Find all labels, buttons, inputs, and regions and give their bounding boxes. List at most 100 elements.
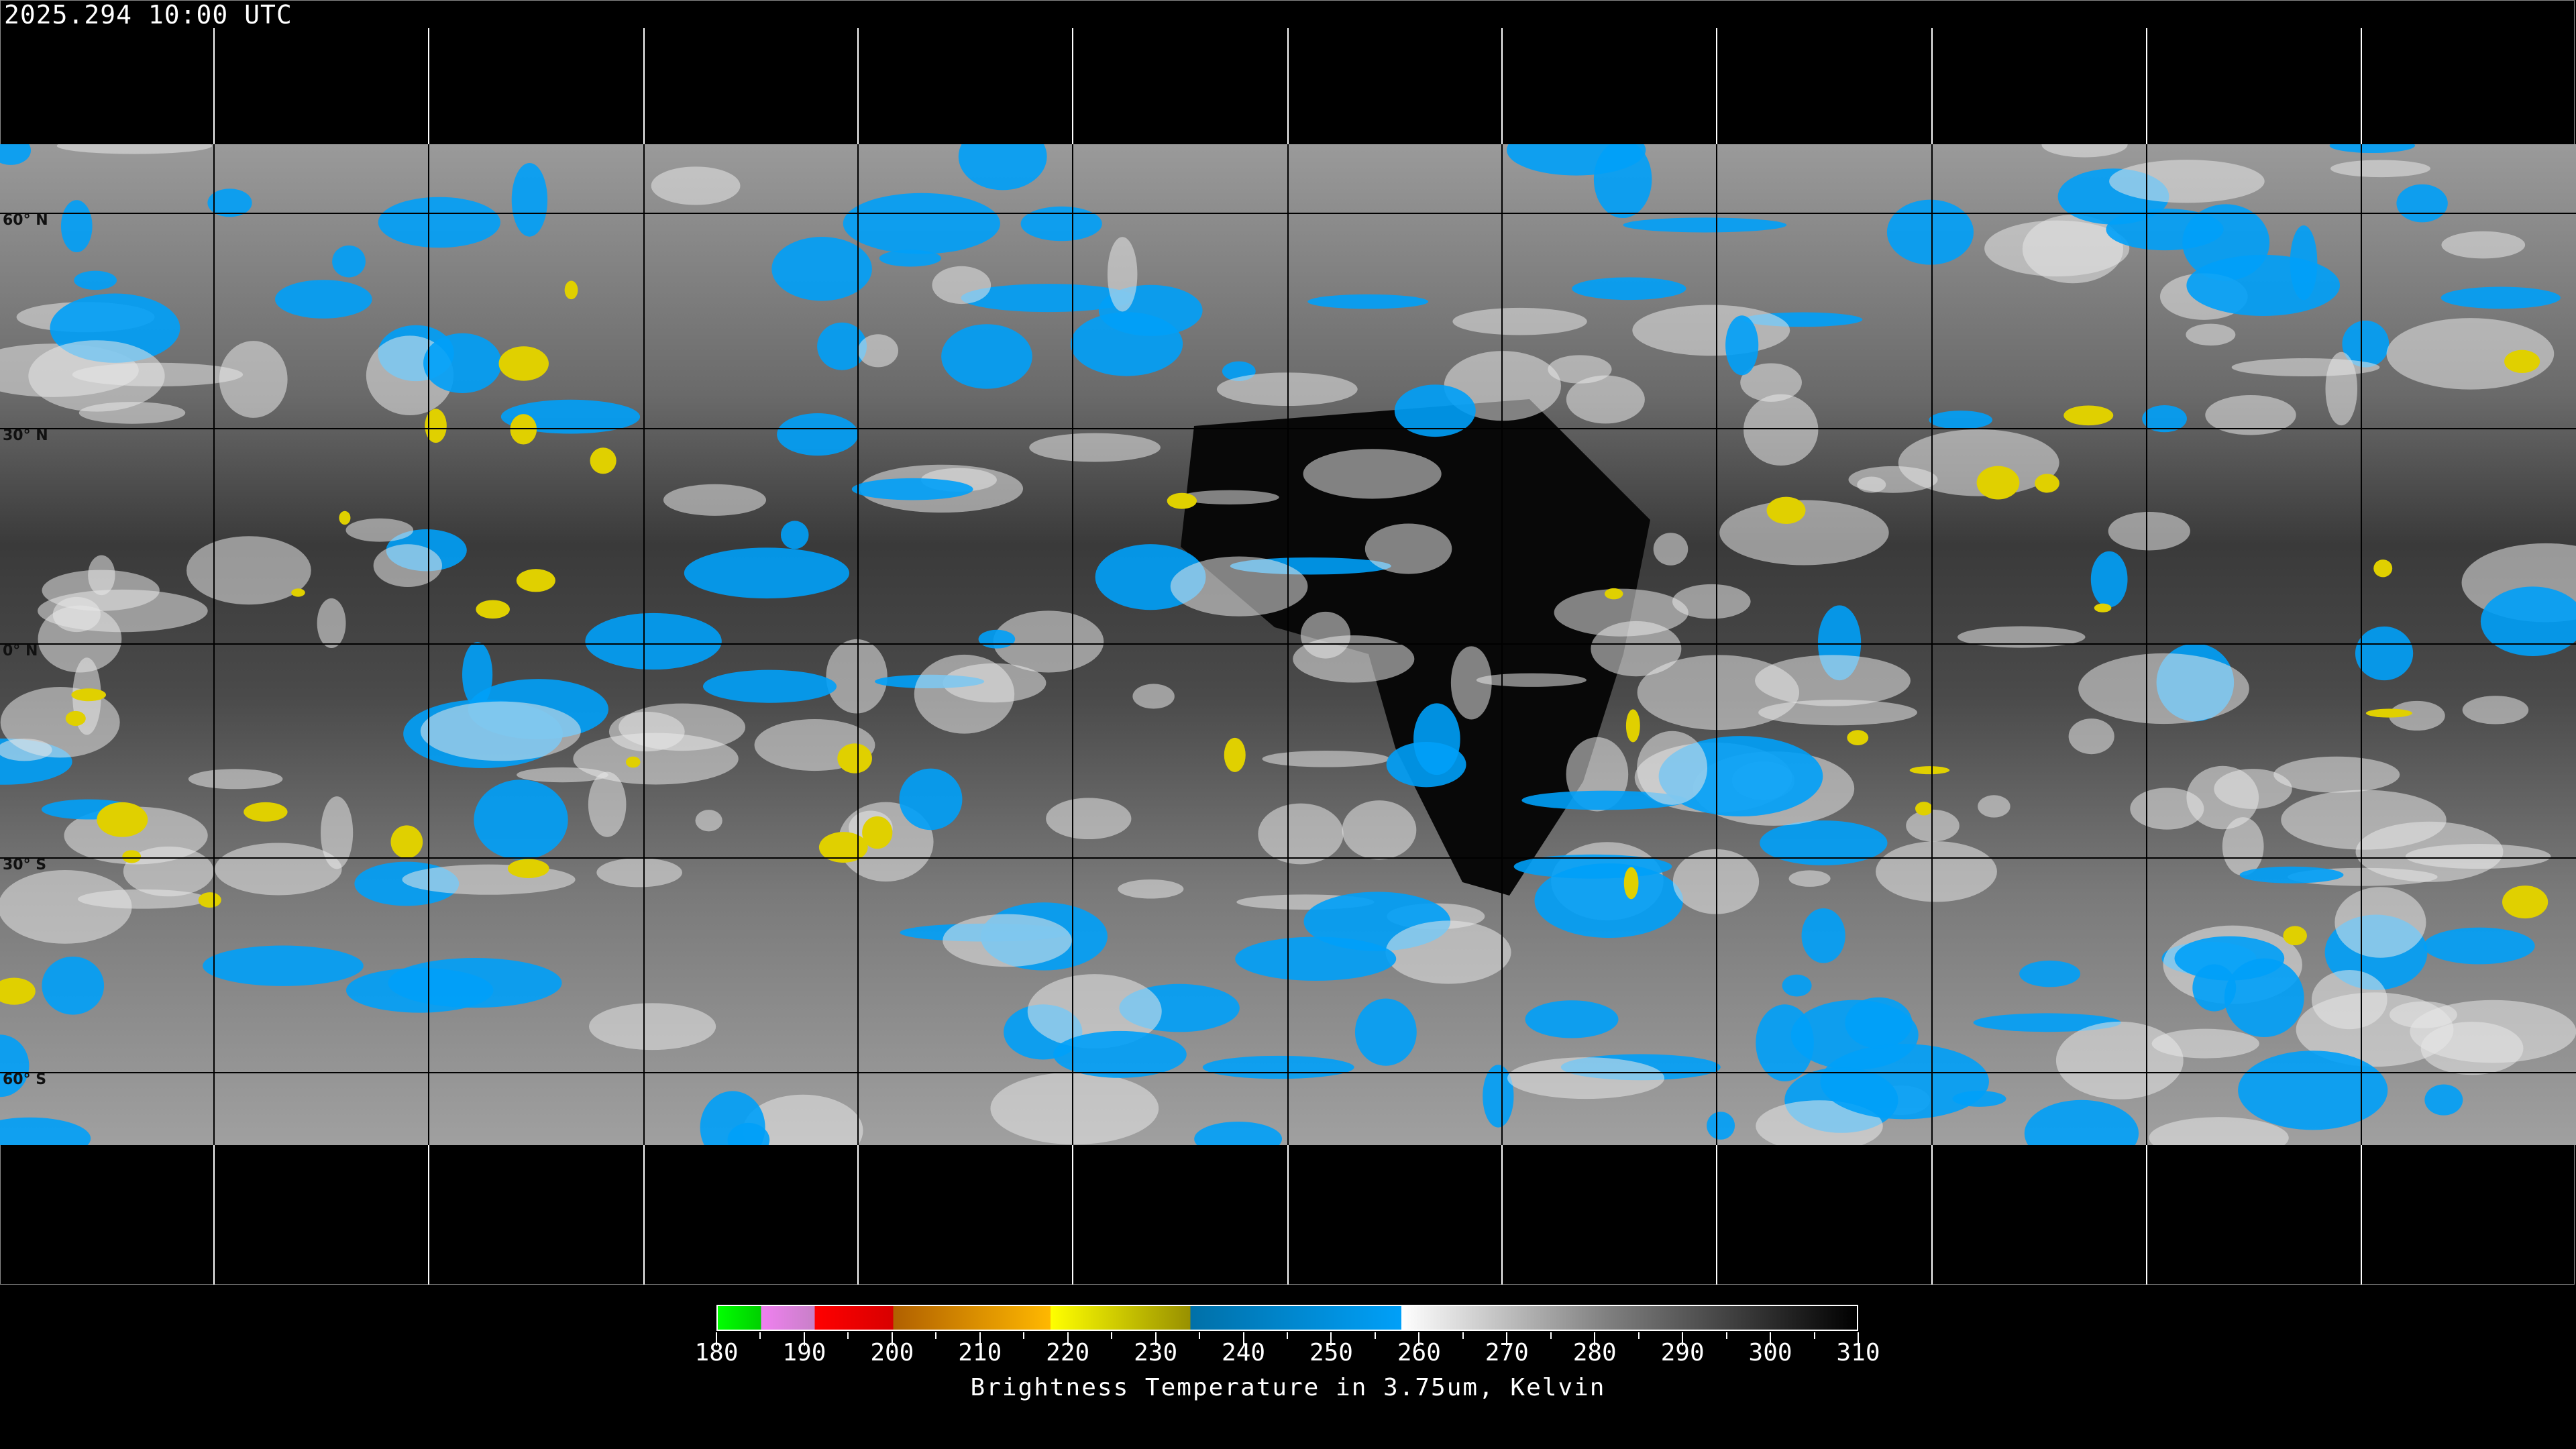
cloud-blob [663,484,767,516]
cloud-blob [851,478,973,500]
cloud-blob [2480,586,2576,656]
cloud-blob [990,1072,1159,1145]
cloud-blob [1672,584,1751,619]
deep-convection-blob [1625,709,1640,743]
colorbar-tick [1199,1332,1201,1339]
cloud-blob [1857,476,1886,493]
deep-convection-blob [2504,350,2540,374]
cloud-blob [1672,849,1760,914]
cloud-blob [1758,700,1917,726]
cloud-blob [2329,144,2416,154]
cloud-blob [1593,144,1652,219]
cloud-blob [373,544,443,587]
cloud-blob [1107,237,1138,312]
deep-convection-blob [291,588,305,597]
timestamp-label: 2025.294 10:00 UTC [4,0,292,30]
colorbar-tick [1287,1332,1288,1339]
colorbar-tick [1506,1332,1508,1346]
cloud-blob [1132,684,1175,709]
deep-convection-blob [97,802,148,837]
cloud-blob [1364,523,1452,574]
cloud-blob [2186,765,2259,830]
cloud-blob [1637,655,1800,731]
cloud-blob [2239,866,2344,883]
cloud-blob [1760,820,1888,865]
cloud-blob [1623,217,1787,233]
cloud-blob [1413,703,1460,775]
deep-convection-blob [2365,708,2412,718]
cloud-blob [2224,958,2304,1037]
cloud-blob [2109,160,2265,203]
colorbar-tick [979,1332,981,1346]
cloud-blob [274,280,372,319]
cloud-blob [1354,998,1417,1066]
colorbar-tick-label: 230 [1134,1339,1178,1366]
cloud-blob [0,144,32,165]
cloud-blob [1216,372,1358,407]
colorbar-tick [1374,1332,1376,1339]
cloud-blob [1521,790,1688,810]
cloud-blob [2389,700,2445,731]
cloud-blob [2441,231,2526,259]
deep-convection-blob [1167,492,1197,509]
deep-convection-blob [1976,466,2020,500]
cloud-blob [1707,1112,1735,1140]
colorbar-tick-label: 220 [1046,1339,1090,1366]
cloud-blob [2090,551,2128,608]
cloud-blob [1820,1044,1989,1120]
cloud-blob [56,144,212,154]
lat-label-30n: 30° N [3,427,48,444]
cloud-blob [1801,908,1845,963]
cloud-blob [186,536,311,605]
cloud-blob [1262,751,1390,767]
cloud-blob [771,237,872,301]
deep-convection-blob [0,977,36,1005]
colorbar-ticks [716,1332,1859,1346]
colorbar-tick-label: 300 [1748,1339,1792,1366]
colorbar-tick [1638,1332,1640,1339]
cloud-blob [203,945,364,986]
cloud-blob [28,340,165,412]
colorbar-tick-label: 270 [1485,1339,1529,1366]
cloud-blob [2130,788,2204,830]
graticule-outside [213,28,2362,1285]
deep-convection-blob [818,832,868,863]
cloud-blob [2142,405,2187,433]
deep-convection-blob [2373,559,2393,578]
deep-convection-blob [339,511,351,525]
colorbar-tick [1550,1332,1552,1339]
cloud-blob [0,1034,30,1097]
cloud-blob [1020,206,1102,241]
cloud-blob [332,245,366,278]
cloud-blob [588,771,627,837]
colorbar-tick-label: 290 [1660,1339,1705,1366]
cloud-blob [777,413,859,456]
cloud-blob [2231,358,2380,377]
cloud-blob [941,324,1032,389]
cloud-blob [1180,490,1279,504]
cloud-blob [684,547,850,599]
cloud-blob [1591,621,1682,677]
cloud-blob [1194,1122,1283,1145]
cloud-blob [1258,803,1344,865]
cloud-blob [780,521,809,549]
deep-convection-blob [65,710,86,727]
colorbar-tick [1242,1332,1244,1346]
cloud-blob [2024,1099,2139,1145]
cloud-blob [1452,307,1587,335]
cloud-blob [2041,144,2128,158]
colorbar-tick [1067,1332,1069,1346]
colorbar-tick [1594,1332,1596,1346]
cloud-blob [596,857,682,888]
cloud-blob [2055,1021,2184,1099]
cloud-blob [77,889,208,909]
cloud-blob [1507,1057,1665,1099]
cloud-blob [1653,533,1688,566]
cloud-blob [2186,254,2341,316]
cloud-blob [700,1091,765,1145]
cloud-blob [585,612,722,670]
cloud-blob [703,669,837,703]
cloud-blob [1566,375,1645,424]
deep-convection-blob [476,600,510,619]
deep-convection-blob [122,850,142,863]
